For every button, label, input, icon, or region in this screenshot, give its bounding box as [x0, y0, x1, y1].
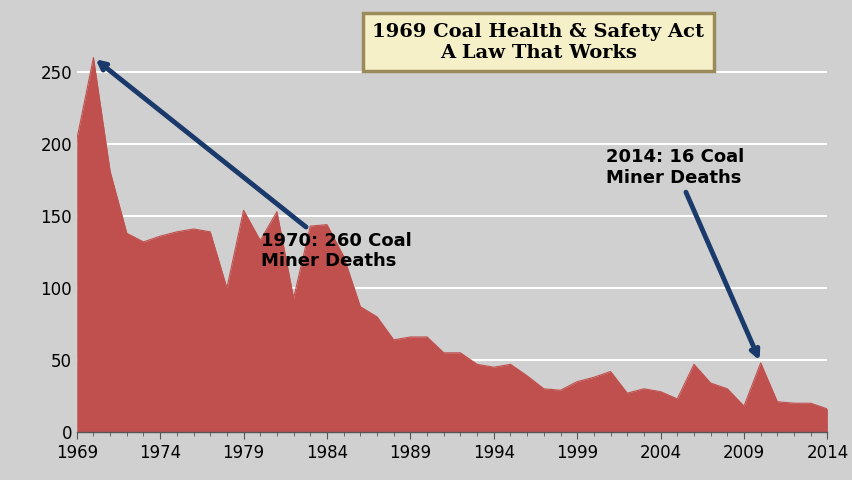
- Text: 1969 Coal Health & Safety Act
A Law That Works: 1969 Coal Health & Safety Act A Law That…: [372, 23, 704, 61]
- Text: 1970: 260 Coal
Miner Deaths: 1970: 260 Coal Miner Deaths: [100, 63, 411, 270]
- Text: 2014: 16 Coal
Miner Deaths: 2014: 16 Coal Miner Deaths: [605, 148, 757, 355]
